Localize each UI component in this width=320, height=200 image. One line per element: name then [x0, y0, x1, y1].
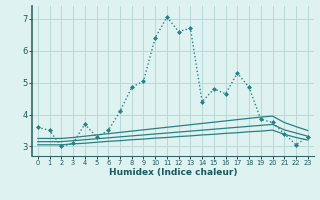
X-axis label: Humidex (Indice chaleur): Humidex (Indice chaleur)	[108, 168, 237, 177]
